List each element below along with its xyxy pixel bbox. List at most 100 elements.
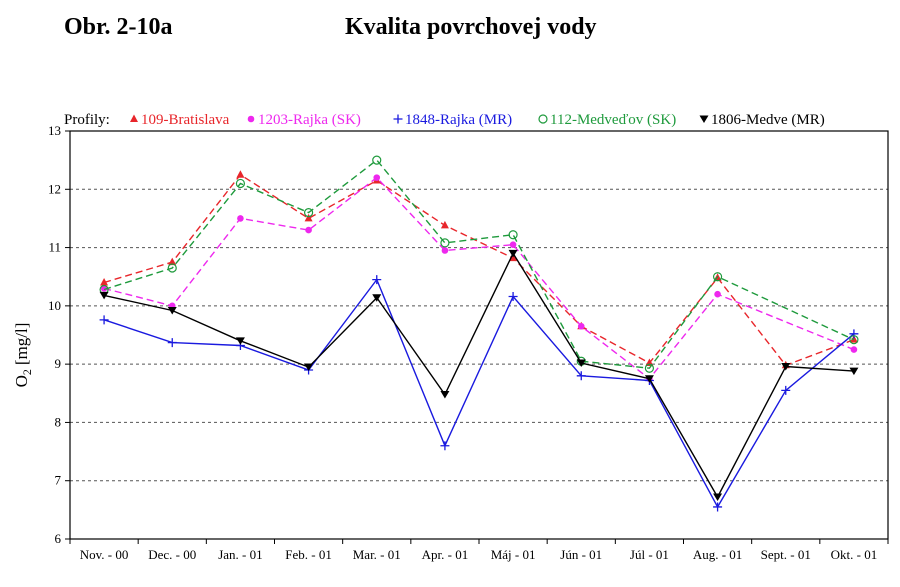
y-axis-label-main: O	[12, 375, 31, 387]
x-tick-label: Máj - 01	[491, 547, 536, 562]
data-point	[508, 230, 518, 240]
legend-marker	[130, 114, 138, 122]
y-axis-ticks: 6 7 8 9 10 11 12 13	[48, 123, 70, 546]
y-tick-label: 7	[55, 473, 62, 488]
data-point	[440, 238, 450, 248]
data-point	[713, 493, 723, 502]
y-tick-label: 6	[55, 531, 62, 546]
data-point	[509, 241, 517, 248]
x-tick-label: Júl - 01	[630, 547, 669, 562]
series-line	[103, 278, 855, 509]
legend-marker	[699, 115, 709, 123]
data-point	[304, 363, 314, 372]
y-tick-label: 10	[48, 298, 61, 313]
series-1	[100, 170, 858, 369]
figure-header: Obr. 2-10a Kvalita povrchovej vody	[0, 14, 900, 44]
data-point	[508, 249, 518, 258]
series-3	[99, 275, 859, 512]
x-tick-label: Okt. - 01	[831, 547, 878, 562]
data-point	[237, 215, 244, 222]
legend-label: 112-Medveďov (SK)	[550, 112, 676, 128]
data-point	[781, 385, 791, 395]
legend-label: 1848-Rajka (MR)	[405, 112, 512, 128]
grid-lines	[70, 188, 888, 482]
x-tick-label: Apr. - 01	[422, 547, 469, 562]
plot-frame	[69, 130, 889, 540]
data-point	[167, 338, 177, 348]
data-point	[373, 174, 381, 181]
x-tick-label: Sept. - 01	[761, 547, 811, 562]
data-point	[99, 291, 109, 300]
x-tick-label: Dec. - 00	[148, 547, 196, 562]
data-point	[576, 359, 586, 367]
data-point	[849, 367, 859, 376]
data-point	[712, 272, 723, 282]
data-point	[372, 294, 382, 302]
data-point	[236, 170, 245, 178]
legend-label: 109-Bratislava	[141, 112, 230, 128]
x-tick-label: Aug. - 01	[693, 547, 742, 562]
legend-marker	[247, 115, 255, 123]
legend: Profily: 109-Bratislava 1203-Rajka (SK) 184…	[64, 112, 825, 128]
data-point	[781, 362, 791, 371]
data-point	[714, 290, 721, 298]
data-point	[849, 335, 859, 345]
data-point	[441, 247, 449, 254]
y-tick-label: 12	[48, 181, 61, 196]
data-point	[849, 335, 858, 343]
y-tick-label: 9	[55, 356, 62, 371]
x-tick-label: Feb. - 01	[285, 547, 332, 562]
legend-title: Profily:	[64, 112, 110, 128]
data-point	[508, 292, 518, 302]
data-point	[440, 220, 449, 229]
series-line	[103, 251, 854, 499]
y-tick-label: 13	[48, 123, 61, 138]
data-point	[577, 322, 585, 330]
data-point	[167, 263, 177, 273]
data-point	[99, 315, 109, 325]
data-point	[440, 441, 450, 451]
legend-marker	[393, 114, 403, 124]
data-point	[100, 278, 109, 286]
legend-marker	[538, 114, 548, 124]
data-point	[100, 285, 108, 292]
data-point	[644, 363, 655, 373]
data-point	[644, 375, 654, 383]
x-axis-ticks: Nov. - 00 Dec. - 00 Jan. - 01 Feb. - 01 Mar.…	[69, 539, 889, 562]
data-point	[167, 307, 177, 315]
series-5	[99, 249, 859, 502]
data-point	[372, 155, 382, 165]
figure-number: Obr. 2-10a	[64, 14, 173, 40]
series-line	[103, 173, 855, 367]
data-point	[713, 502, 723, 512]
y-tick-label: 8	[55, 414, 62, 429]
series-line	[103, 159, 855, 369]
data-point	[576, 371, 586, 381]
data-point	[303, 208, 314, 218]
y-axis-label: O2 [mg/l]	[12, 323, 34, 388]
legend-label: 1806-Medve (MR)	[711, 112, 825, 128]
figure-title: Kvalita povrchovej vody	[345, 14, 597, 40]
data-point	[235, 178, 246, 189]
series-layer	[99, 155, 859, 512]
data-point	[440, 390, 450, 399]
y-axis-label-unit: [mg/l]	[12, 323, 31, 366]
x-tick-label: Nov. - 00	[80, 547, 129, 562]
x-tick-label: Jún - 01	[560, 547, 602, 562]
series-line	[103, 176, 855, 380]
data-point	[304, 213, 313, 222]
x-tick-label: Mar. - 01	[353, 547, 401, 562]
data-point	[849, 329, 859, 339]
x-tick-label: Jan. - 01	[218, 547, 262, 562]
data-point	[372, 275, 382, 285]
series-2	[100, 174, 858, 383]
data-point	[305, 226, 312, 234]
data-point	[168, 257, 177, 266]
series-4	[99, 155, 859, 373]
legend-label: 1203-Rajka (SK)	[258, 112, 361, 128]
data-point	[850, 346, 858, 353]
y-tick-label: 11	[48, 240, 61, 255]
data-point	[235, 337, 245, 345]
y-axis-label-subscript: 2	[20, 369, 34, 375]
